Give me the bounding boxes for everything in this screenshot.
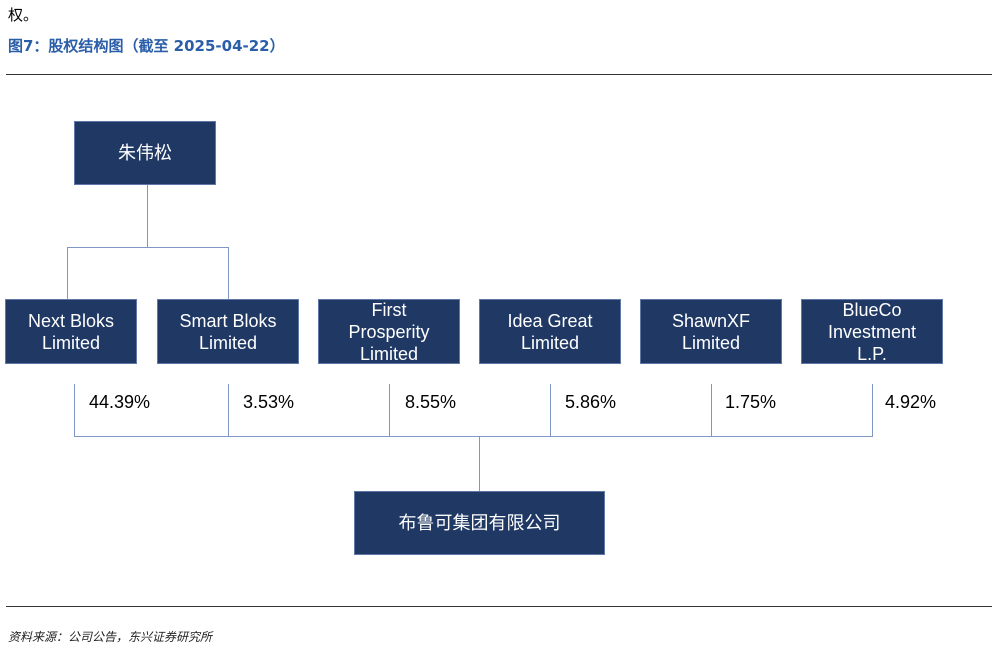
source-note: 资料来源：公司公告，东兴证券研究所: [8, 630, 213, 644]
bottom-divider: [6, 606, 992, 607]
top-divider: [6, 74, 992, 75]
connector-owner-right: [228, 247, 229, 299]
connector-holder-4: [550, 384, 551, 437]
connector-holder-2: [228, 384, 229, 437]
owner-box: 朱伟松: [74, 121, 216, 185]
shareholder-box-4: Idea Great Limited: [479, 299, 621, 364]
shareholder-box-1: Next Bloks Limited: [5, 299, 137, 364]
stake-label-2: 3.53%: [243, 392, 295, 412]
connector-holder-6: [872, 384, 873, 437]
stake-label-5: 1.75%: [725, 392, 777, 412]
stake-label-6: 4.92%: [885, 392, 937, 412]
figure-title: 图7：股权结构图（截至 2025-04-22）: [8, 37, 285, 55]
shareholder-box-5: ShawnXF Limited: [640, 299, 782, 364]
connector-holder-1: [74, 384, 75, 437]
connector-company-trunk: [479, 436, 480, 491]
connector-owner-left: [67, 247, 68, 299]
shareholder-box-3: First Prosperity Limited: [318, 299, 460, 364]
company-box: 布鲁可集团有限公司: [354, 491, 605, 555]
shareholder-box-6: BlueCo Investment L.P.: [801, 299, 943, 364]
intro-text: 权。: [8, 6, 39, 24]
connector-holders-bar: [74, 436, 873, 437]
connector-owner-trunk: [147, 185, 148, 247]
stake-label-1: 44.39%: [89, 392, 151, 412]
connector-owner-bar: [67, 247, 229, 248]
connector-holder-5: [711, 384, 712, 437]
stake-label-3: 8.55%: [405, 392, 457, 412]
stake-label-4: 5.86%: [565, 392, 617, 412]
connector-holder-3: [389, 384, 390, 437]
shareholder-box-2: Smart Bloks Limited: [157, 299, 299, 364]
